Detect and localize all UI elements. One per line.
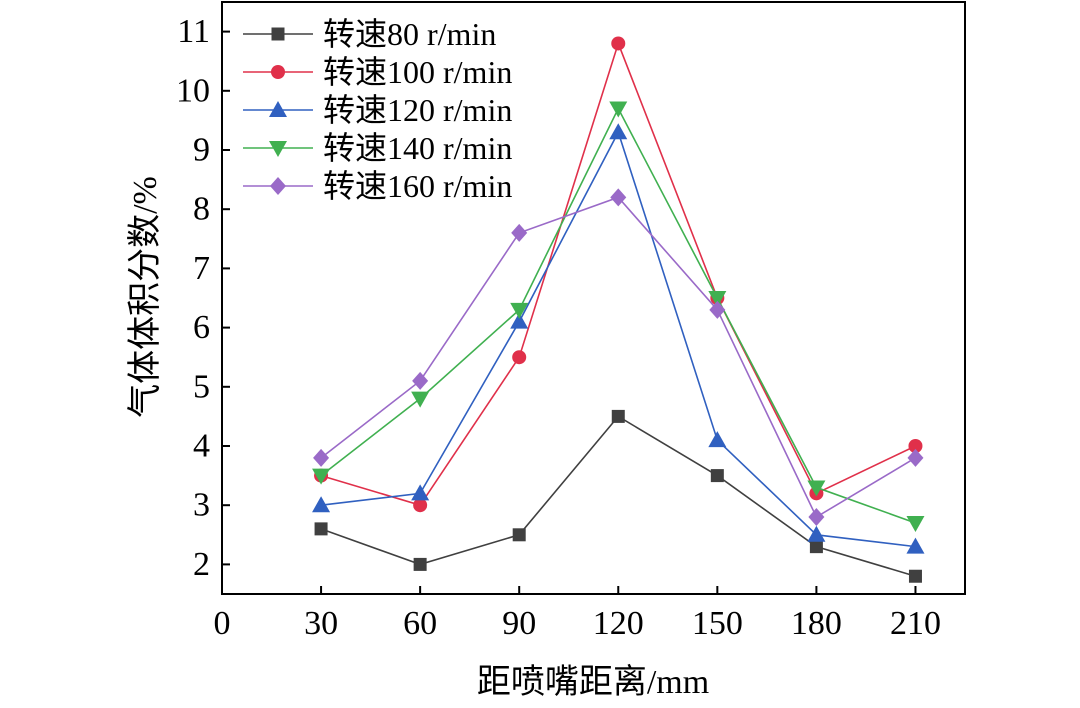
data-point [314, 522, 328, 536]
data-point [609, 101, 628, 118]
legend-item: 转速80 r/min [243, 16, 496, 52]
data-point [312, 496, 331, 513]
data-point [312, 468, 331, 485]
y-tick-label: 5 [193, 368, 210, 405]
data-point [708, 291, 727, 307]
data-point [609, 123, 628, 140]
data-point [710, 469, 724, 483]
x-tick-label: 60 [403, 605, 437, 642]
y-tick-label: 11 [177, 13, 210, 50]
data-point [512, 528, 526, 542]
y-tick-label: 6 [193, 309, 210, 346]
data-point [908, 569, 922, 583]
data-point [807, 525, 826, 542]
y-axis-title-group: 气体体积分数/% [126, 176, 164, 418]
legend-item: 转速120 r/min [243, 92, 512, 128]
series-line [320, 196, 916, 519]
y-tick-label: 7 [193, 250, 210, 287]
legend-marker [269, 141, 287, 157]
data-point [610, 188, 627, 207]
series-layer [312, 36, 925, 583]
y-tick-label: 4 [193, 428, 210, 465]
series-4 [313, 188, 924, 527]
y-tick-label: 10 [176, 72, 210, 109]
data-point [611, 36, 626, 51]
data-point [510, 312, 529, 329]
x-tick-label: 210 [890, 605, 941, 642]
data-point [510, 302, 529, 319]
legend-item: 转速160 r/min [243, 168, 512, 204]
x-tick-label: 120 [593, 605, 644, 642]
legend-label: 转速80 r/min [323, 16, 496, 52]
data-point [511, 223, 528, 242]
x-tick-label: 90 [502, 605, 536, 642]
legend-marker [270, 177, 286, 195]
data-point [411, 391, 430, 408]
y-tick-label: 9 [193, 132, 210, 169]
ticks-layer: 0 30 60 90 120 150 180 210 2 3 4 5 6 7 8 9 10 11 [176, 13, 941, 642]
data-point [413, 557, 427, 571]
data-point [906, 515, 925, 532]
data-point [907, 448, 924, 467]
legend-label: 转速120 r/min [323, 92, 512, 128]
data-point [908, 439, 923, 453]
data-point [611, 409, 625, 423]
data-point [411, 484, 430, 501]
data-point [512, 350, 527, 365]
data-point [709, 300, 726, 319]
data-point [807, 480, 826, 497]
data-point [808, 508, 825, 527]
x-axis-title: 距喷嘴距离/mm [477, 663, 709, 701]
data-point [413, 498, 428, 513]
data-point [809, 540, 823, 554]
x-tick-label: 150 [692, 605, 743, 642]
series-3 [312, 101, 925, 532]
legend-label: 转速140 r/min [323, 130, 512, 166]
series-0 [314, 409, 922, 583]
y-tick-label: 3 [193, 487, 210, 524]
series-2 [312, 123, 925, 554]
legend-marker [271, 27, 285, 41]
legend-label: 转速160 r/min [323, 168, 512, 204]
legend-marker [269, 101, 287, 117]
y-tick-label: 2 [193, 546, 210, 583]
y-axis-title: 气体体积分数/% [126, 176, 164, 418]
data-point [313, 448, 330, 467]
x-tick-label: 0 [214, 605, 231, 642]
legend-label: 转速100 r/min [323, 54, 512, 90]
x-tick-label: 180 [791, 605, 842, 642]
legend-marker [271, 65, 285, 79]
series-line [320, 415, 916, 578]
legend-item: 转速100 r/min [243, 54, 512, 90]
legend-item: 转速140 r/min [243, 130, 512, 166]
plot-frame [221, 1, 966, 595]
data-point [906, 537, 925, 554]
y-tick-label: 8 [193, 191, 210, 228]
data-point [412, 371, 429, 390]
data-point [708, 431, 727, 448]
x-tick-label: 30 [304, 605, 338, 642]
